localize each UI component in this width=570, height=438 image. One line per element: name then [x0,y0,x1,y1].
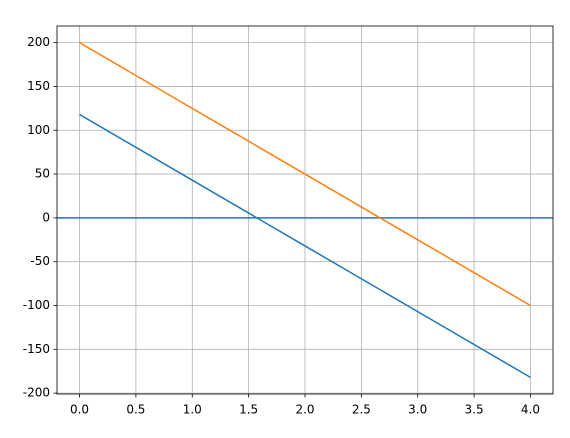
x-tick-label: 3.0 [408,403,427,417]
x-tick-label: 2.0 [295,403,314,417]
line-series [79,113,531,379]
y-tick-label: -200 [23,386,50,400]
line-series [79,41,531,307]
x-tick-label: 3.5 [465,403,484,417]
y-tick-label: -50 [30,254,50,268]
x-tick-label: 2.5 [352,403,371,417]
y-tick-label: -100 [23,298,50,312]
plot-frame [56,25,554,395]
x-tick-label: 0.0 [70,403,89,417]
x-tick-label: 0.5 [126,403,145,417]
x-tick-label: 4.0 [521,403,540,417]
y-tick-label: 50 [35,167,50,181]
y-tick-label: 150 [27,79,50,93]
y-tick-label: 0 [42,210,50,224]
y-tick-label: 100 [27,123,50,137]
y-tick-label: 200 [27,35,50,49]
x-tick-label: 1.5 [239,403,258,417]
x-tick-label: 1.0 [183,403,202,417]
y-tick-label: -150 [23,342,50,356]
